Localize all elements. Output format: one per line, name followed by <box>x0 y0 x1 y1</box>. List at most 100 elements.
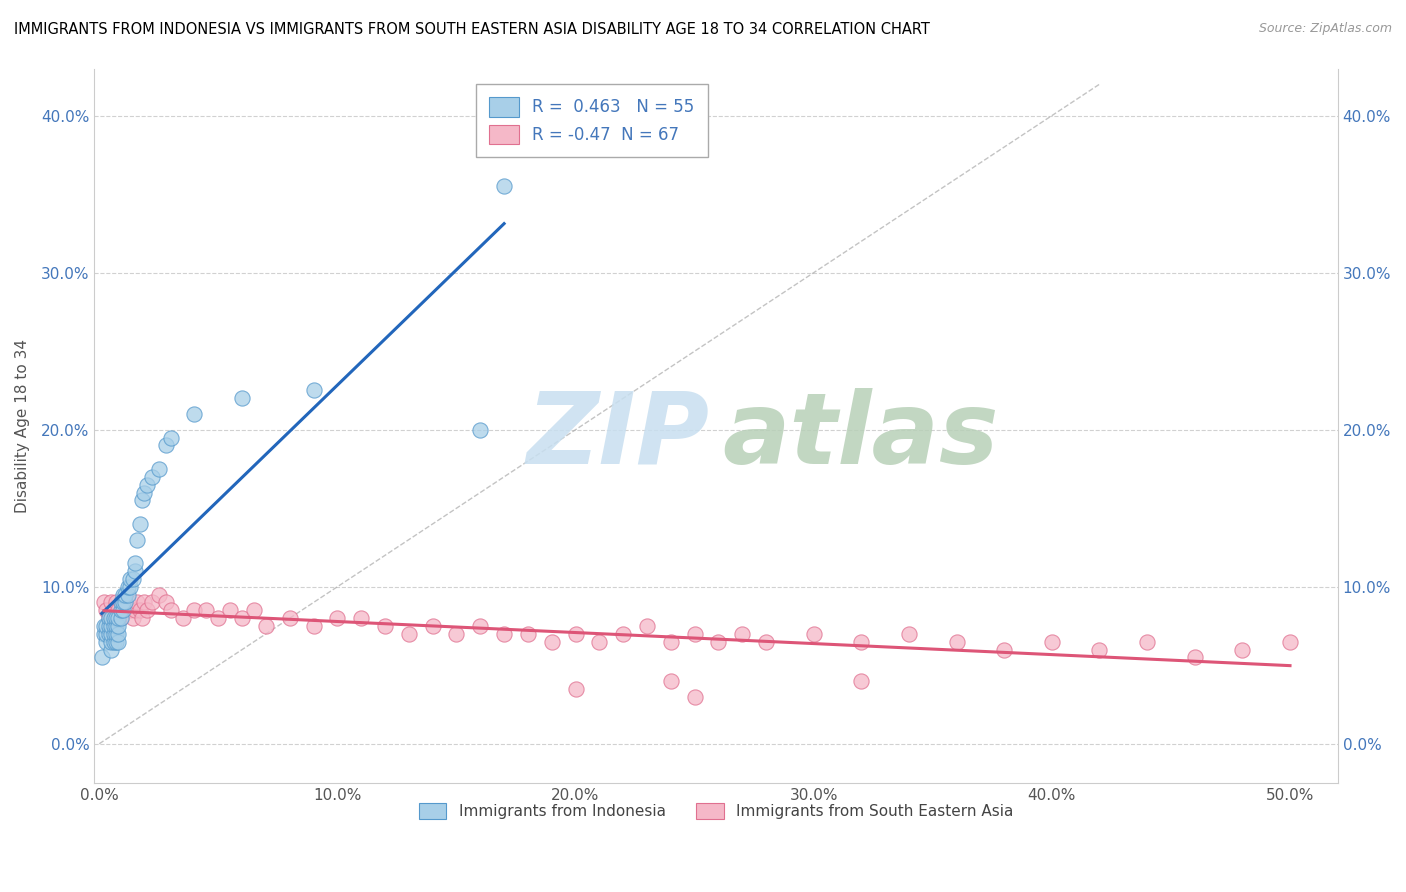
Point <box>100 619 122 633</box>
Text: atlas: atlas <box>723 388 998 485</box>
Point <box>540 634 562 648</box>
Point <box>851 634 873 648</box>
Point <box>93 595 115 609</box>
Point <box>110 595 132 609</box>
Point <box>446 627 468 641</box>
Point <box>107 603 129 617</box>
Text: ZIP: ZIP <box>527 388 710 485</box>
Point <box>104 595 127 609</box>
Point <box>100 611 122 625</box>
Point <box>470 423 492 437</box>
Point <box>121 611 143 625</box>
Point <box>207 611 229 625</box>
Point <box>494 179 516 194</box>
Point <box>134 595 156 609</box>
Point <box>124 603 146 617</box>
Point <box>494 627 516 641</box>
Point <box>422 619 444 633</box>
Point <box>945 634 967 648</box>
Point <box>117 595 139 609</box>
Point <box>659 673 682 688</box>
Point <box>254 619 277 633</box>
Point <box>183 603 205 617</box>
Point <box>1232 642 1254 657</box>
Point <box>470 619 492 633</box>
Point <box>103 627 125 641</box>
Point <box>195 603 218 617</box>
Point <box>155 595 177 609</box>
Point <box>707 634 730 648</box>
Point <box>127 595 149 609</box>
Point <box>135 477 157 491</box>
Point <box>100 595 122 609</box>
Point <box>564 627 586 641</box>
Point <box>110 611 132 625</box>
Point <box>107 627 129 641</box>
Point <box>124 564 146 578</box>
Point <box>100 634 122 648</box>
Point <box>564 681 586 696</box>
Point <box>114 588 136 602</box>
Point <box>326 611 349 625</box>
Point <box>103 611 125 625</box>
Point <box>117 588 139 602</box>
Point <box>110 611 132 625</box>
Point <box>114 595 136 609</box>
Point <box>121 572 143 586</box>
Point <box>97 611 120 625</box>
Point <box>96 619 118 633</box>
Point <box>302 619 325 633</box>
Point <box>636 619 658 633</box>
Point <box>588 634 610 648</box>
Point <box>107 611 129 625</box>
Point <box>93 619 115 633</box>
Point <box>350 611 373 625</box>
Point <box>374 619 396 633</box>
Point <box>148 462 170 476</box>
Point <box>128 603 150 617</box>
Point <box>97 619 120 633</box>
Point <box>96 627 118 641</box>
Point <box>134 485 156 500</box>
Point <box>97 611 120 625</box>
Point <box>398 627 420 641</box>
Legend: Immigrants from Indonesia, Immigrants from South Eastern Asia: Immigrants from Indonesia, Immigrants fr… <box>413 797 1019 825</box>
Point <box>1088 642 1111 657</box>
Point <box>851 673 873 688</box>
Point <box>104 611 127 625</box>
Point <box>124 556 146 570</box>
Point <box>97 627 120 641</box>
Point <box>117 580 139 594</box>
Point <box>127 533 149 547</box>
Point <box>112 603 135 617</box>
Point <box>103 634 125 648</box>
Point <box>120 572 142 586</box>
Point <box>1184 650 1206 665</box>
Point <box>1136 634 1159 648</box>
Point <box>148 588 170 602</box>
Point <box>231 392 253 406</box>
Point <box>612 627 634 641</box>
Point <box>683 627 706 641</box>
Point <box>112 595 135 609</box>
Text: Source: ZipAtlas.com: Source: ZipAtlas.com <box>1258 22 1392 36</box>
Text: IMMIGRANTS FROM INDONESIA VS IMMIGRANTS FROM SOUTH EASTERN ASIA DISABILITY AGE 1: IMMIGRANTS FROM INDONESIA VS IMMIGRANTS … <box>14 22 929 37</box>
Y-axis label: Disability Age 18 to 34: Disability Age 18 to 34 <box>15 339 30 513</box>
Point <box>131 493 153 508</box>
Point <box>103 619 125 633</box>
Point <box>278 611 301 625</box>
Point <box>104 619 127 633</box>
Point <box>141 595 163 609</box>
Point <box>110 603 132 617</box>
Point <box>103 603 125 617</box>
Point <box>90 650 112 665</box>
Point <box>172 611 194 625</box>
Point <box>155 438 177 452</box>
Point <box>135 603 157 617</box>
Point <box>112 595 135 609</box>
Point <box>1279 634 1302 648</box>
Point <box>516 627 538 641</box>
Point <box>114 603 136 617</box>
Point <box>1040 634 1063 648</box>
Point <box>128 516 150 531</box>
